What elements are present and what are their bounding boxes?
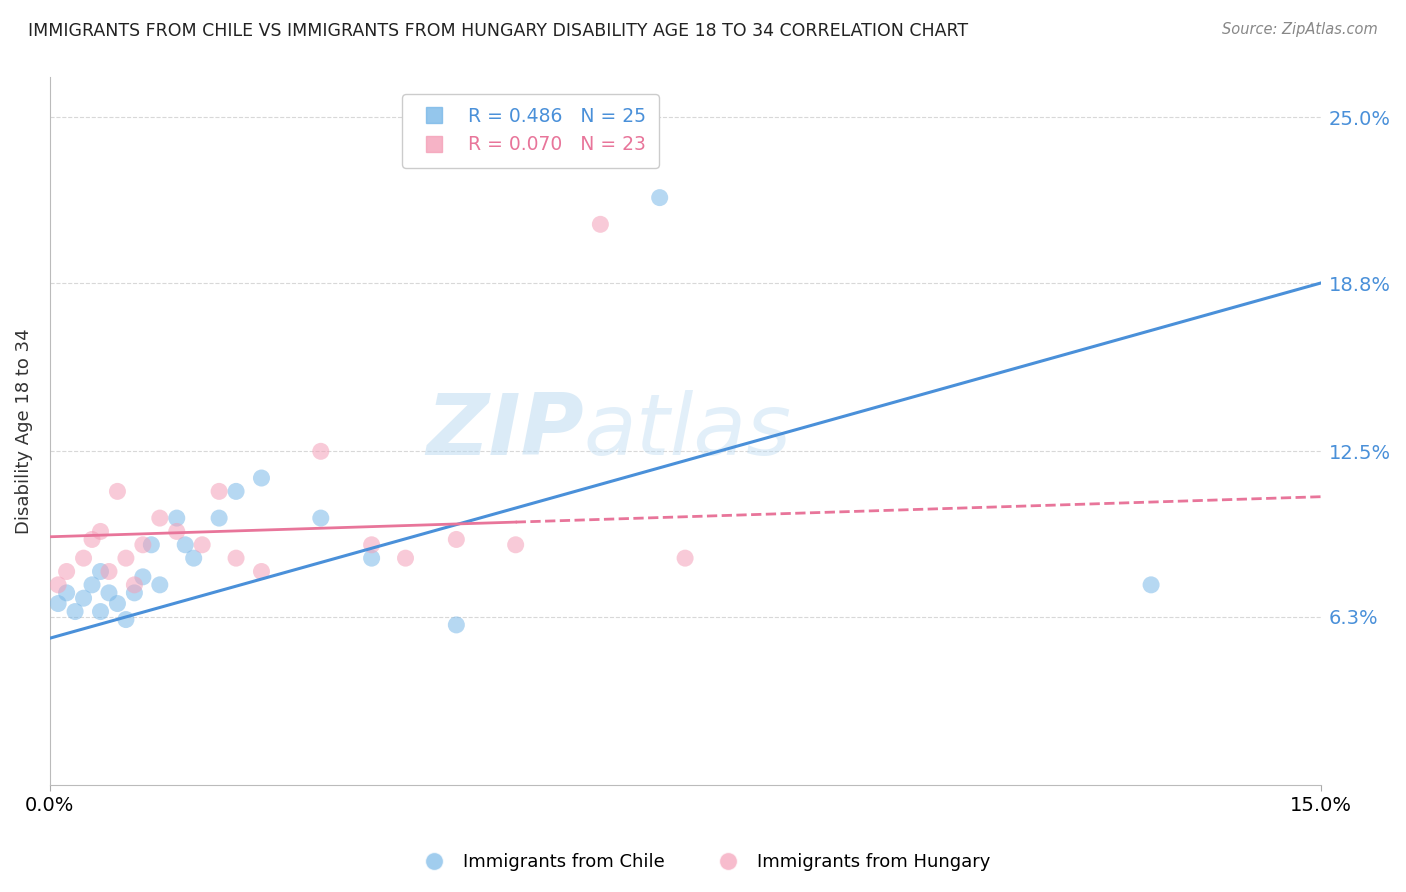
Point [208, 511, 231, 525]
Point [72, 591, 94, 606]
Point [63, 605, 86, 619]
Point [250, 565, 273, 579]
Point [89, 605, 111, 619]
Point [225, 551, 247, 566]
Point [149, 578, 172, 592]
Point [115, 613, 138, 627]
Point [174, 538, 197, 552]
Point [132, 570, 155, 584]
Point [98, 586, 121, 600]
Point [124, 586, 146, 600]
Point [250, 471, 273, 485]
Text: IMMIGRANTS FROM CHILE VS IMMIGRANTS FROM HUNGARY DISABILITY AGE 18 TO 34 CORRELA: IMMIGRANTS FROM CHILE VS IMMIGRANTS FROM… [28, 22, 969, 40]
Point [225, 484, 247, 499]
Point [55, 565, 77, 579]
Point [191, 538, 214, 552]
Point [360, 551, 382, 566]
Point [55, 586, 77, 600]
Point [124, 578, 146, 592]
Point [107, 484, 129, 499]
Point [166, 511, 188, 525]
Point [166, 524, 188, 539]
Legend: Immigrants from Chile, Immigrants from Hungary: Immigrants from Chile, Immigrants from H… [409, 847, 997, 879]
Point [80, 533, 103, 547]
Point [394, 551, 416, 566]
Point [72, 551, 94, 566]
Point [98, 565, 121, 579]
Point [309, 511, 332, 525]
Text: atlas: atlas [583, 390, 792, 473]
Text: ZIP: ZIP [426, 390, 583, 473]
Point [132, 538, 155, 552]
Point [360, 538, 382, 552]
Point [446, 533, 468, 547]
Y-axis label: Disability Age 18 to 34: Disability Age 18 to 34 [15, 328, 32, 534]
Point [648, 191, 671, 205]
Point [46, 578, 69, 592]
Point [107, 597, 129, 611]
Point [141, 538, 163, 552]
Point [446, 618, 468, 632]
Point [80, 578, 103, 592]
Point [149, 511, 172, 525]
Point [1140, 578, 1163, 592]
Point [208, 484, 231, 499]
Legend: R = 0.486   N = 25, R = 0.070   N = 23: R = 0.486 N = 25, R = 0.070 N = 23 [402, 94, 659, 168]
Point [673, 551, 696, 566]
Text: Source: ZipAtlas.com: Source: ZipAtlas.com [1222, 22, 1378, 37]
Point [115, 551, 138, 566]
Point [89, 524, 111, 539]
Point [89, 565, 111, 579]
Point [505, 538, 527, 552]
Point [183, 551, 205, 566]
Point [589, 217, 612, 231]
Point [46, 597, 69, 611]
Point [309, 444, 332, 458]
